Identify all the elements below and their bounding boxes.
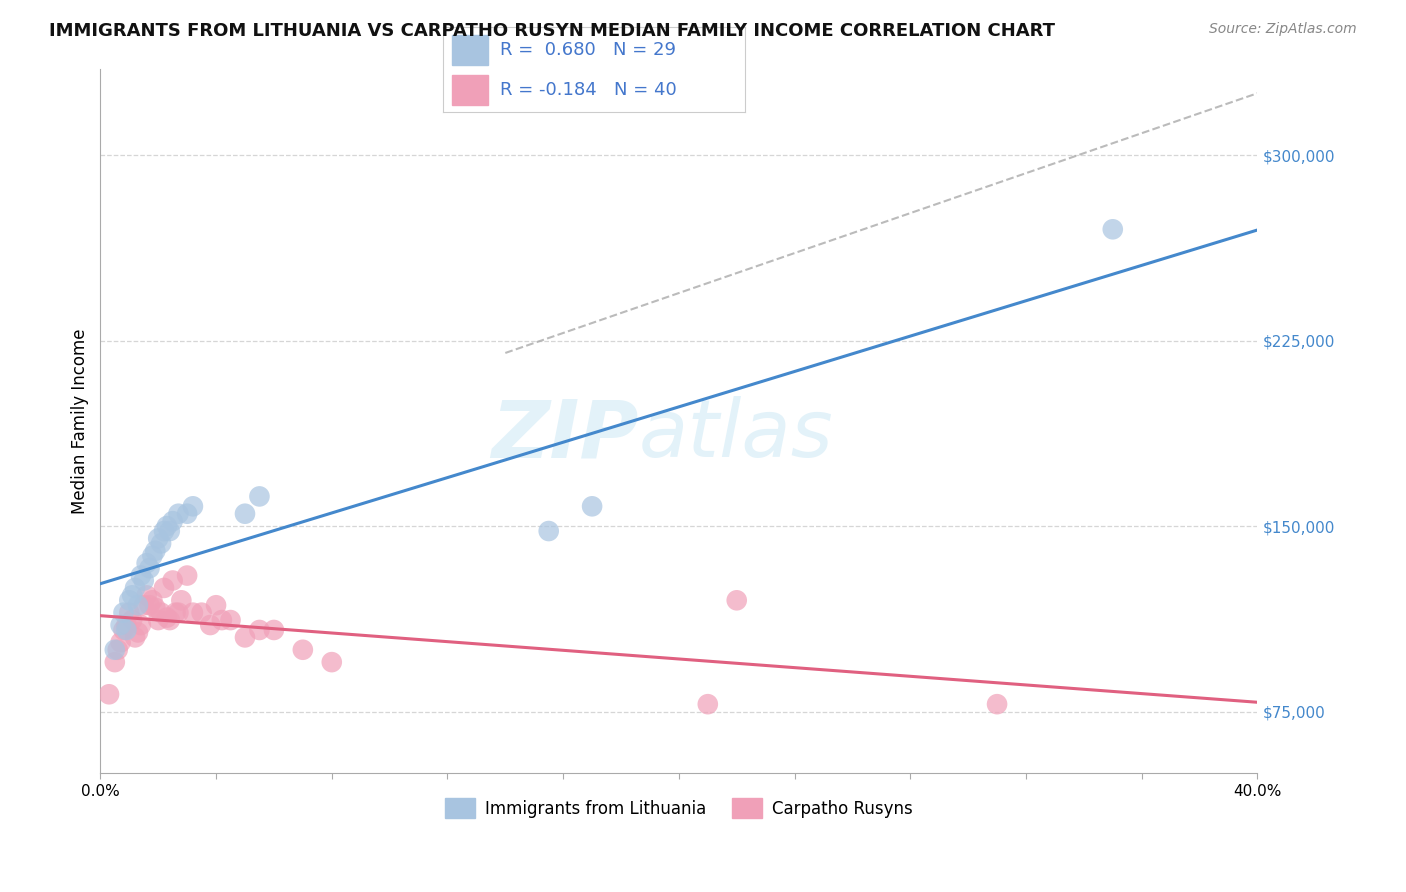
Point (148, 532, 170, 546)
Point (118, 593, 141, 607)
Point (233, 507, 256, 521)
Bar (451, 75, 488, 104)
Point (104, 642, 127, 657)
Point (132, 599, 155, 613)
Point (176, 507, 198, 521)
Point (141, 593, 163, 607)
Point (127, 625, 149, 640)
Text: R =  0.680   N = 29: R = 0.680 N = 29 (501, 41, 676, 59)
Point (115, 618, 138, 632)
Point (112, 623, 135, 637)
Point (115, 623, 138, 637)
Point (104, 655, 127, 669)
Point (124, 631, 146, 645)
Point (696, 697, 718, 711)
Point (143, 600, 166, 615)
Point (148, 613, 170, 627)
Point (129, 568, 152, 582)
Point (132, 574, 155, 588)
Text: IMMIGRANTS FROM LITHUANIA VS CARPATHO RUSYN MEDIAN FAMILY INCOME CORRELATION CHA: IMMIGRANTS FROM LITHUANIA VS CARPATHO RU… (49, 22, 1056, 40)
Text: ZIP: ZIP (491, 396, 638, 474)
Point (291, 642, 314, 657)
Text: atlas: atlas (638, 396, 834, 474)
Point (107, 642, 129, 657)
Point (121, 588, 143, 602)
Point (135, 588, 157, 602)
Point (986, 697, 1008, 711)
Point (170, 593, 193, 607)
Bar (451, 36, 488, 65)
Point (150, 536, 173, 550)
Point (156, 519, 179, 533)
Point (162, 514, 184, 528)
Point (110, 635, 132, 649)
Point (181, 606, 204, 620)
Point (1101, 222, 1123, 236)
Point (138, 561, 160, 575)
Point (153, 524, 176, 538)
Point (233, 631, 256, 645)
Point (167, 507, 190, 521)
Point (124, 581, 146, 595)
Point (118, 606, 141, 620)
Text: Source: ZipAtlas.com: Source: ZipAtlas.com (1209, 22, 1357, 37)
Point (159, 524, 181, 538)
Point (725, 593, 748, 607)
Point (143, 544, 166, 558)
Point (581, 500, 603, 514)
Point (98, 687, 121, 701)
Point (537, 524, 560, 538)
Point (150, 606, 173, 620)
Point (156, 610, 179, 624)
Point (167, 606, 190, 620)
Point (211, 613, 233, 627)
Point (321, 655, 343, 669)
Point (200, 618, 222, 632)
Point (249, 490, 271, 504)
Y-axis label: Median Family Income: Median Family Income (72, 328, 89, 514)
Point (141, 549, 163, 563)
Point (127, 599, 149, 613)
Point (129, 618, 152, 632)
Point (190, 606, 212, 620)
Point (263, 623, 285, 637)
Point (153, 581, 176, 595)
Point (121, 613, 143, 627)
Point (165, 606, 187, 620)
Legend: Immigrants from Lithuania, Carpatho Rusyns: Immigrants from Lithuania, Carpatho Rusy… (439, 791, 920, 825)
Point (205, 599, 228, 613)
Point (219, 613, 242, 627)
Text: R = -0.184   N = 40: R = -0.184 N = 40 (501, 81, 678, 99)
Point (181, 500, 204, 514)
Point (162, 574, 184, 588)
Point (159, 613, 181, 627)
Point (138, 599, 160, 613)
Point (110, 618, 132, 632)
Point (135, 556, 157, 570)
Point (176, 568, 198, 582)
Point (112, 606, 135, 620)
Point (249, 623, 271, 637)
